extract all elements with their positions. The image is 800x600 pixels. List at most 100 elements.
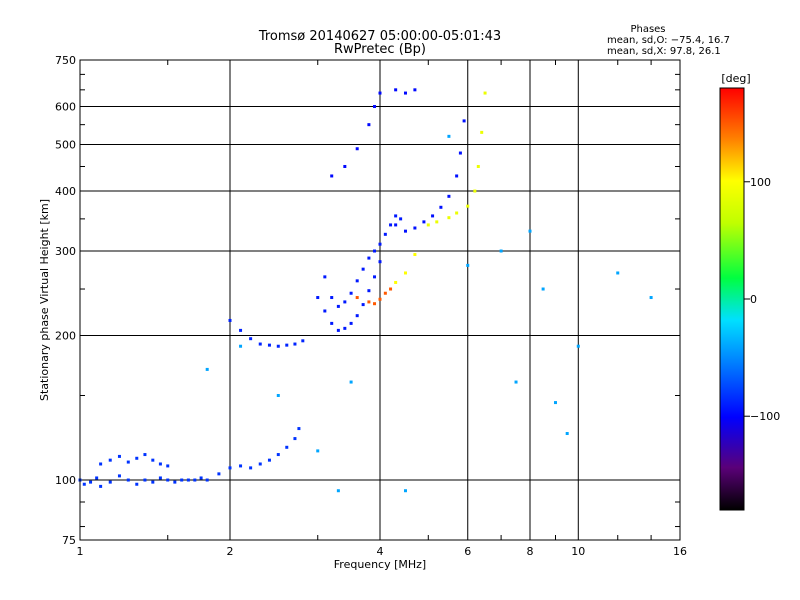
echo-point: [135, 456, 139, 460]
y-tick-label: 75: [62, 534, 76, 547]
echo-point: [349, 321, 353, 325]
axis-ticks: 1 2 4 6 8 10 16 75 100 200 300 400 500 600 750: [55, 54, 687, 558]
echo-point: [99, 484, 103, 488]
echo-point: [458, 151, 462, 155]
echo-point: [293, 437, 297, 441]
echo-point: [323, 275, 327, 279]
echo-point: [186, 478, 190, 482]
x-tick-label: 8: [527, 545, 534, 558]
echo-point: [301, 339, 305, 343]
echo-point: [330, 174, 334, 178]
echo-point: [355, 279, 359, 283]
echo-point: [389, 223, 393, 227]
echo-point: [330, 296, 334, 300]
echo-point: [413, 226, 417, 230]
echo-point: [276, 344, 280, 348]
echo-point: [330, 321, 334, 325]
echo-point: [367, 300, 371, 304]
echo-point: [293, 342, 297, 346]
echo-point: [285, 445, 289, 449]
echo-point: [383, 232, 387, 236]
echo-point: [378, 91, 382, 95]
echo-point: [480, 130, 484, 134]
echo-point: [336, 304, 340, 308]
echo-point: [316, 449, 320, 453]
colorbar-tick-label: −100: [750, 410, 780, 423]
echo-point: [349, 380, 353, 384]
echo-point: [239, 464, 243, 468]
echo-point: [228, 466, 232, 470]
echo-point: [199, 476, 203, 480]
title-group: Tromsø 20140627 05:00:00-05:01:43 RwPret…: [258, 29, 501, 57]
echo-point: [466, 263, 470, 267]
echo-point: [473, 189, 477, 193]
echo-point: [528, 229, 532, 233]
echo-point: [249, 337, 253, 341]
echo-point: [394, 88, 398, 92]
phase-colorbar: [deg] 100 0 −100: [719, 72, 780, 511]
y-tick-label: 300: [55, 245, 76, 258]
echo-point: [476, 164, 480, 168]
echo-point: [462, 119, 466, 123]
echo-point: [355, 296, 359, 300]
plot-frame: [79, 59, 681, 541]
echo-point: [267, 343, 271, 347]
phase-info-heading: Phases: [630, 24, 665, 35]
echo-point: [378, 260, 382, 264]
phase-info-box: Phases mean, sd,O: −75.4, 16.7 mean, sd,…: [607, 24, 730, 57]
echo-point: [431, 214, 435, 218]
y-tick-label: 750: [55, 54, 76, 67]
echo-point: [373, 275, 377, 279]
echo-point: [323, 309, 327, 313]
echo-point: [143, 478, 147, 482]
echo-point: [389, 287, 393, 291]
echo-point: [383, 291, 387, 295]
echo-point: [158, 476, 162, 480]
echo-point: [343, 300, 347, 304]
echo-point: [108, 458, 112, 462]
echo-point: [447, 216, 451, 220]
echo-point: [117, 454, 121, 458]
echo-points: [78, 88, 653, 493]
echo-point: [649, 296, 653, 300]
echo-point: [135, 482, 139, 486]
echo-point: [258, 462, 262, 466]
echo-point: [616, 271, 620, 275]
echo-point: [166, 478, 170, 482]
echo-point: [173, 480, 177, 484]
echo-point: [117, 474, 121, 478]
echo-point: [126, 460, 130, 464]
echo-point: [378, 297, 382, 301]
echo-point: [426, 223, 430, 227]
phase-info-o-line: mean, sd,O: −75.4, 16.7: [607, 35, 730, 46]
x-axis-label: Frequency [MHz]: [334, 558, 426, 571]
echo-point: [285, 343, 289, 347]
echo-point: [297, 427, 301, 431]
x-tick-label: 4: [377, 545, 384, 558]
echo-point: [553, 401, 557, 405]
echo-point: [217, 472, 221, 476]
echo-point: [403, 489, 407, 493]
echo-point: [349, 291, 353, 295]
echo-point: [361, 303, 365, 307]
echo-point: [193, 478, 197, 482]
echo-point: [435, 220, 439, 224]
echo-point: [316, 296, 320, 300]
echo-point: [95, 476, 99, 480]
echo-point: [343, 164, 347, 168]
grid-lines: [80, 60, 680, 540]
echo-point: [565, 432, 569, 436]
echo-point: [355, 147, 359, 151]
echo-point: [422, 220, 426, 224]
echo-point: [394, 214, 398, 218]
echo-point: [355, 314, 359, 318]
echo-point: [413, 88, 417, 92]
echo-point: [99, 462, 103, 466]
echo-point: [239, 344, 243, 348]
echo-point: [89, 480, 93, 484]
x-tick-label: 2: [227, 545, 234, 558]
echo-point: [378, 242, 382, 246]
chart-subtitle: RwPretec (Bp): [334, 42, 426, 57]
echo-point: [403, 229, 407, 233]
